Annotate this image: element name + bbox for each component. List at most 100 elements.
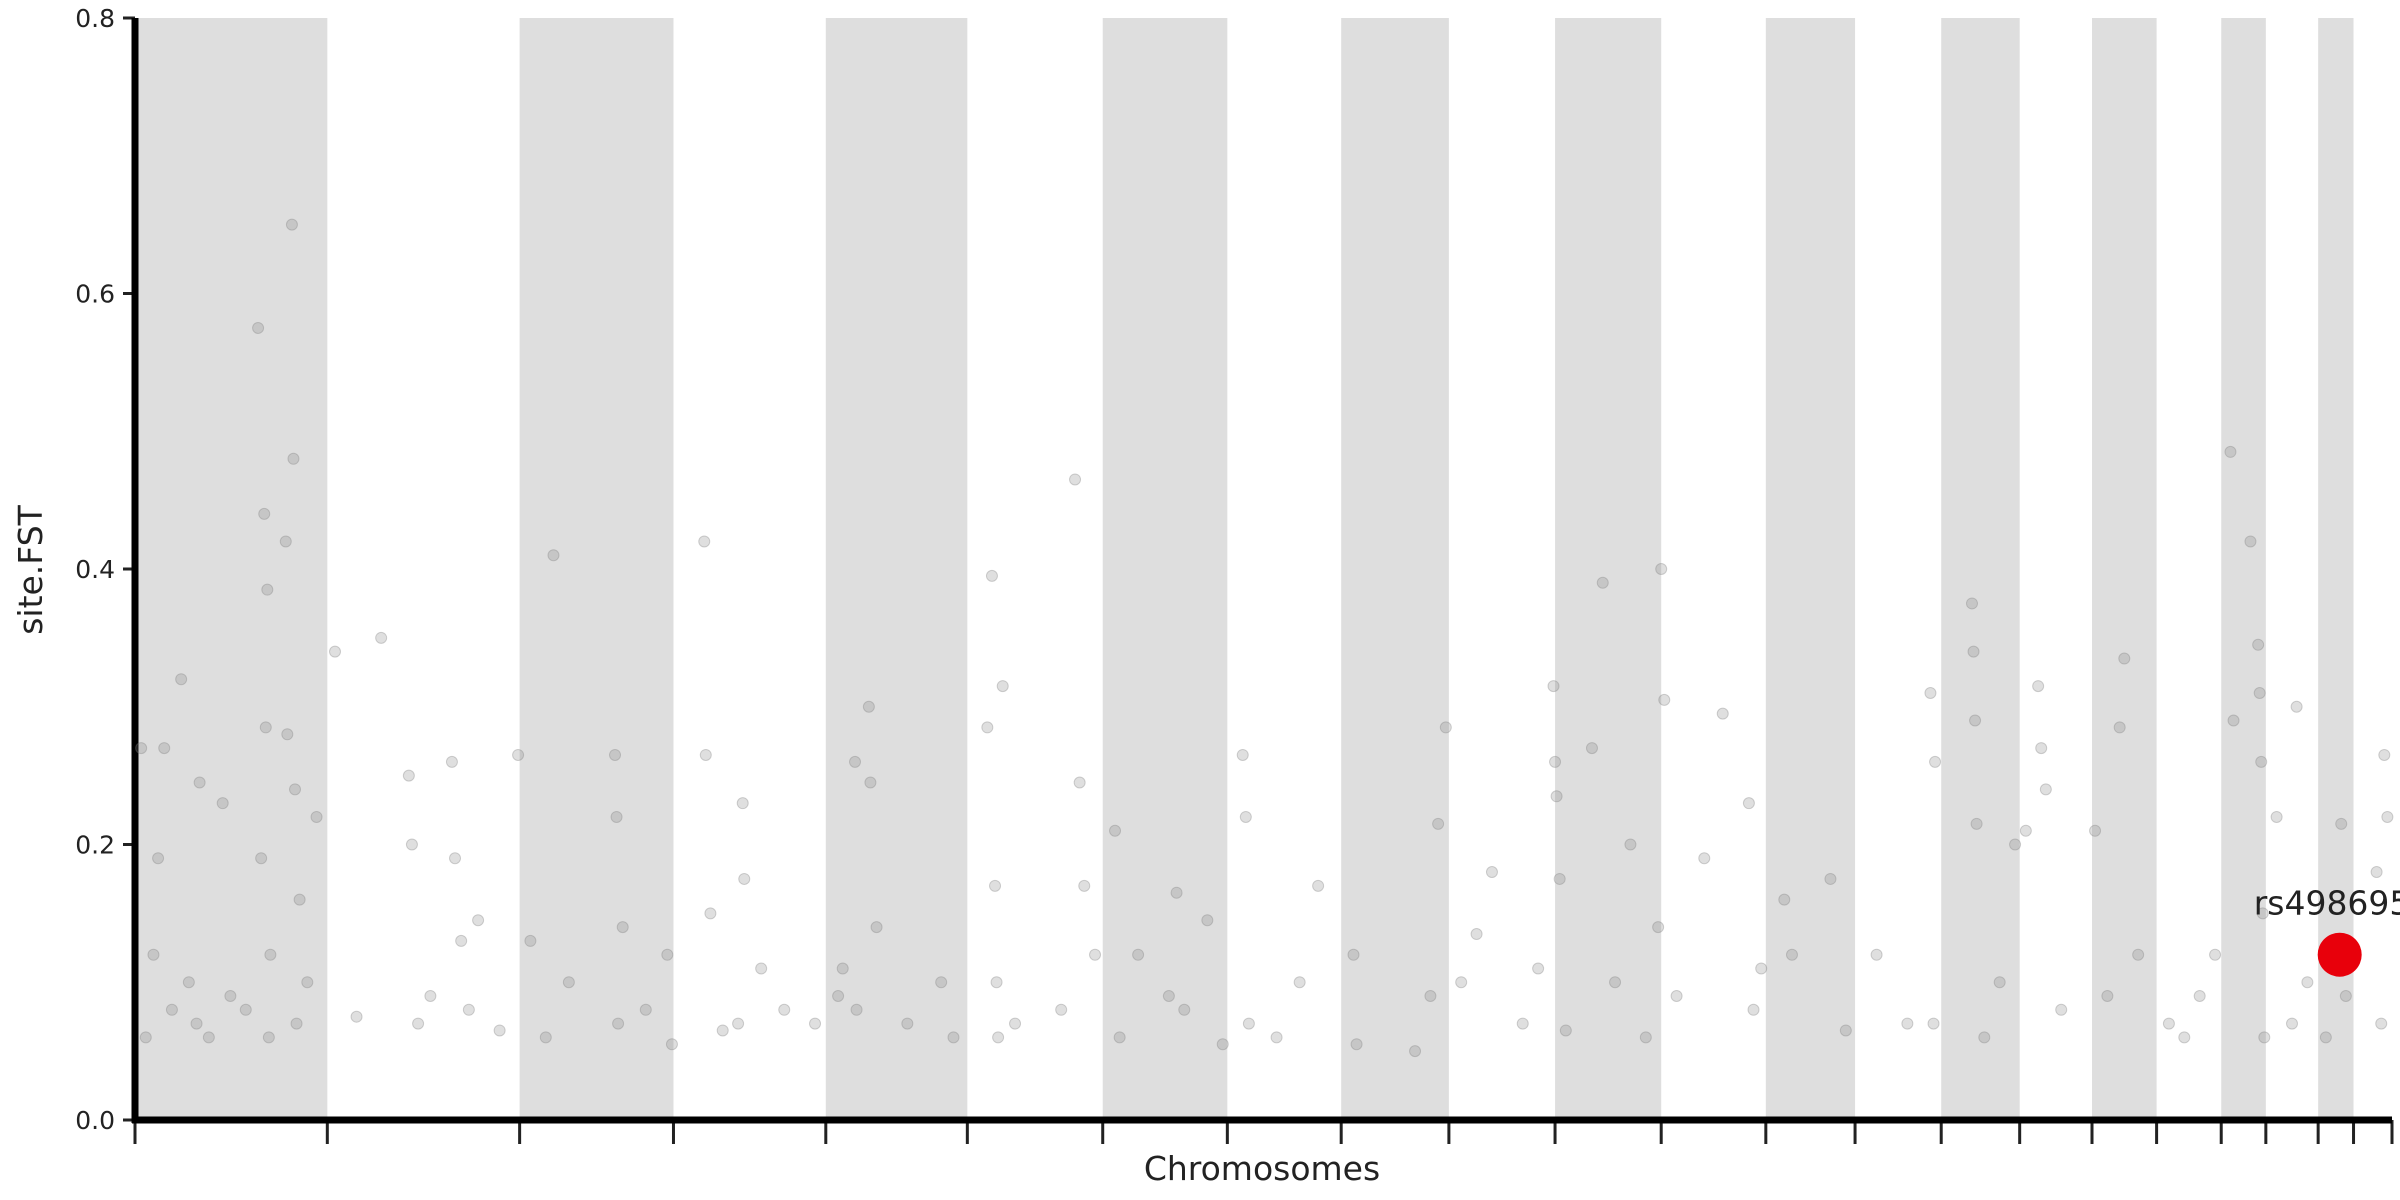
data-point xyxy=(1409,1045,1422,1058)
data-point xyxy=(190,1017,203,1030)
data-point xyxy=(1113,1031,1126,1044)
data-point xyxy=(1109,824,1122,837)
data-point xyxy=(2253,686,2266,699)
data-point xyxy=(809,1017,822,1030)
data-point xyxy=(493,1024,506,1037)
data-point xyxy=(2101,990,2114,1003)
data-point xyxy=(1652,921,1665,934)
data-point xyxy=(1927,1017,1940,1030)
data-point xyxy=(698,535,711,548)
data-point xyxy=(147,948,160,961)
data-point xyxy=(449,852,462,865)
data-point xyxy=(350,1010,363,1023)
data-point xyxy=(279,535,292,548)
data-point xyxy=(252,321,265,334)
chromosome-band xyxy=(2221,18,2266,1120)
data-point xyxy=(1089,948,1102,961)
y-axis-label: site.FST xyxy=(11,504,50,634)
data-point xyxy=(996,680,1009,693)
data-point xyxy=(1347,948,1360,961)
data-point xyxy=(1470,928,1483,941)
data-point xyxy=(1716,707,1729,720)
data-point xyxy=(293,893,306,906)
data-point xyxy=(1639,1031,1652,1044)
data-point xyxy=(2258,1031,2271,1044)
data-point xyxy=(310,810,323,823)
data-point xyxy=(1516,1017,1529,1030)
data-point xyxy=(1549,755,1562,768)
data-point xyxy=(1747,1003,1760,1016)
data-point xyxy=(738,872,751,885)
data-point xyxy=(732,1017,745,1030)
data-point xyxy=(1270,1031,1283,1044)
data-point xyxy=(2244,535,2257,548)
chromosome-band xyxy=(825,18,968,1120)
data-point xyxy=(2178,1031,2191,1044)
data-point xyxy=(778,1003,791,1016)
chromosome-band xyxy=(1555,18,1662,1120)
chromosome-band xyxy=(1765,18,1856,1120)
x-axis-label: Chromosomes xyxy=(1144,1149,1380,1188)
data-point xyxy=(2319,1031,2332,1044)
data-point xyxy=(699,748,712,761)
data-point xyxy=(736,797,749,810)
data-point xyxy=(1655,563,1668,575)
data-point xyxy=(1967,645,1980,658)
data-point xyxy=(1559,1024,1572,1037)
data-point xyxy=(182,976,195,989)
data-point xyxy=(301,976,314,989)
chromosome-band xyxy=(135,18,328,1120)
data-point xyxy=(524,934,537,947)
data-point xyxy=(1350,1038,1363,1051)
data-point xyxy=(2019,824,2032,837)
data-point xyxy=(1965,597,1978,610)
data-point xyxy=(1755,962,1768,975)
data-point xyxy=(1993,976,2006,989)
data-point xyxy=(2256,907,2269,920)
data-point xyxy=(175,673,188,686)
data-point xyxy=(262,1031,275,1044)
data-point xyxy=(661,948,674,961)
data-point xyxy=(1553,872,1566,885)
data-point xyxy=(1785,948,1798,961)
data-point xyxy=(2381,810,2394,823)
data-point xyxy=(1069,473,1082,486)
data-point xyxy=(1742,797,1755,810)
data-point xyxy=(1698,852,1711,865)
chromosome-band xyxy=(2091,18,2157,1120)
data-point xyxy=(1929,755,1942,768)
data-point xyxy=(1970,817,1983,830)
data-point xyxy=(1201,914,1214,927)
data-point xyxy=(2370,866,2383,879)
data-point xyxy=(864,776,877,789)
data-point xyxy=(610,810,623,823)
data-point xyxy=(2118,652,2131,665)
data-point xyxy=(2132,948,2145,961)
y-tick-label: 0.8 xyxy=(75,4,115,33)
data-point xyxy=(547,549,560,562)
data-point xyxy=(1839,1024,1852,1037)
data-point xyxy=(1824,872,1837,885)
data-point xyxy=(616,921,629,934)
data-point xyxy=(255,852,268,865)
data-point xyxy=(239,1003,252,1016)
y-tick-label: 0.0 xyxy=(75,1106,115,1135)
data-point xyxy=(1216,1038,1229,1051)
data-point xyxy=(290,1017,303,1030)
data-point xyxy=(562,976,575,989)
data-point xyxy=(445,755,458,768)
data-point xyxy=(1969,714,1982,727)
data-point xyxy=(1658,693,1671,706)
chromosome-band xyxy=(519,18,674,1120)
data-point xyxy=(455,934,468,947)
data-point xyxy=(224,990,237,1003)
data-point xyxy=(2335,817,2348,830)
data-point xyxy=(1670,990,1683,1003)
data-point xyxy=(1170,886,1183,899)
data-point xyxy=(2113,721,2126,734)
data-point xyxy=(462,1003,475,1016)
data-point xyxy=(1312,879,1325,892)
data-point xyxy=(1439,721,1452,734)
data-point xyxy=(285,218,298,231)
data-point xyxy=(1924,686,1937,699)
